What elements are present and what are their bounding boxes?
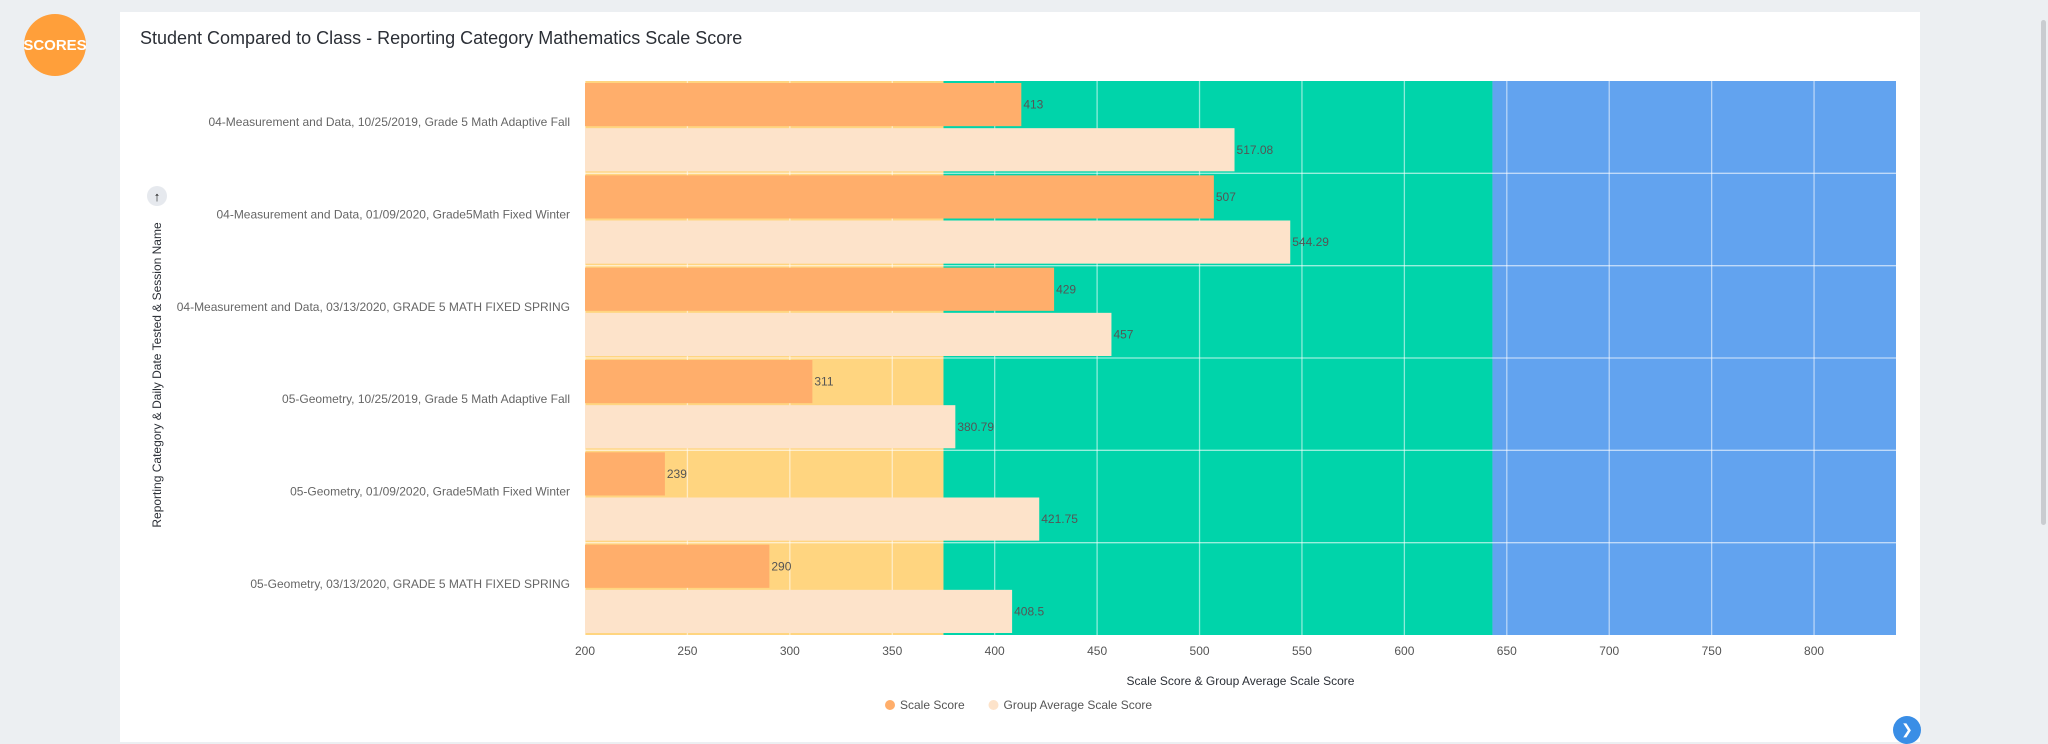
y-tick-label: 04-Measurement and Data, 03/13/2020, GRA…: [177, 300, 570, 314]
x-tick-label: 200: [575, 644, 595, 658]
data-label: 507: [1216, 190, 1236, 204]
y-tick-label: 05-Geometry, 03/13/2020, GRADE 5 MATH FI…: [250, 577, 570, 591]
y-tick-label: 05-Geometry, 01/09/2020, Grade5Math Fixe…: [290, 485, 570, 499]
y-tick-label: 05-Geometry, 10/25/2019, Grade 5 Math Ad…: [282, 392, 570, 406]
data-label: 544.29: [1292, 235, 1329, 249]
y-axis-title: Reporting Category & Daily Date Tested &…: [150, 222, 164, 528]
legend-marker: [988, 700, 999, 710]
bar-scale-score: [585, 83, 1022, 127]
data-label: 517.08: [1237, 143, 1274, 157]
y-tick-label: 04-Measurement and Data, 01/09/2020, Gra…: [216, 208, 570, 222]
sort-button[interactable]: [147, 186, 167, 206]
arrow-up-icon: ↑: [154, 189, 161, 204]
data-label: 421.75: [1041, 512, 1078, 526]
next-button[interactable]: ❯: [1893, 716, 1921, 744]
y-tick-label: 04-Measurement and Data, 10/25/2019, Gra…: [208, 115, 570, 129]
x-tick-label: 750: [1702, 644, 1722, 658]
legend-marker: [885, 700, 895, 710]
x-tick-label: 550: [1292, 644, 1312, 658]
data-label: 457: [1113, 327, 1133, 341]
x-tick-label: 350: [882, 644, 902, 658]
bar-scale-score: [585, 544, 770, 588]
x-tick-label: 700: [1599, 644, 1619, 658]
bar-group-average: [585, 405, 956, 449]
bar-group-average: [585, 589, 1013, 633]
bar-group-average: [585, 220, 1291, 264]
bar-scale-score: [585, 267, 1055, 311]
x-tick-label: 400: [985, 644, 1005, 658]
scrollbar-thumb[interactable]: [2041, 20, 2046, 525]
x-tick-label: 300: [780, 644, 800, 658]
data-label: 429: [1056, 282, 1076, 296]
x-tick-label: 600: [1394, 644, 1414, 658]
data-label: 380.79: [957, 420, 994, 434]
scores-logo: SCORES: [23, 14, 87, 76]
data-label: 290: [771, 559, 791, 573]
chart-title: Student Compared to Class - Reporting Ca…: [140, 28, 743, 48]
data-label: 408.5: [1014, 604, 1044, 618]
bar-scale-score: [585, 452, 665, 496]
legend-item[interactable]: Group Average Scale Score: [1004, 698, 1153, 712]
bar-group-average: [585, 128, 1235, 172]
data-label: 311: [814, 375, 833, 389]
data-label: 239: [667, 467, 687, 481]
data-label: 413: [1023, 98, 1043, 112]
bar-scale-score: [585, 360, 813, 404]
legend-item[interactable]: Scale Score: [900, 698, 965, 712]
x-tick-label: 250: [677, 644, 697, 658]
x-axis-title: Scale Score & Group Average Scale Score: [1127, 674, 1355, 688]
x-tick-label: 500: [1190, 644, 1210, 658]
bar-scale-score: [585, 175, 1214, 219]
bar-group-average: [585, 497, 1040, 541]
chevron-right-icon: ❯: [1901, 721, 1913, 737]
x-tick-label: 650: [1497, 644, 1517, 658]
x-tick-label: 450: [1087, 644, 1107, 658]
x-tick-label: 800: [1804, 644, 1824, 658]
bar-group-average: [585, 312, 1112, 356]
